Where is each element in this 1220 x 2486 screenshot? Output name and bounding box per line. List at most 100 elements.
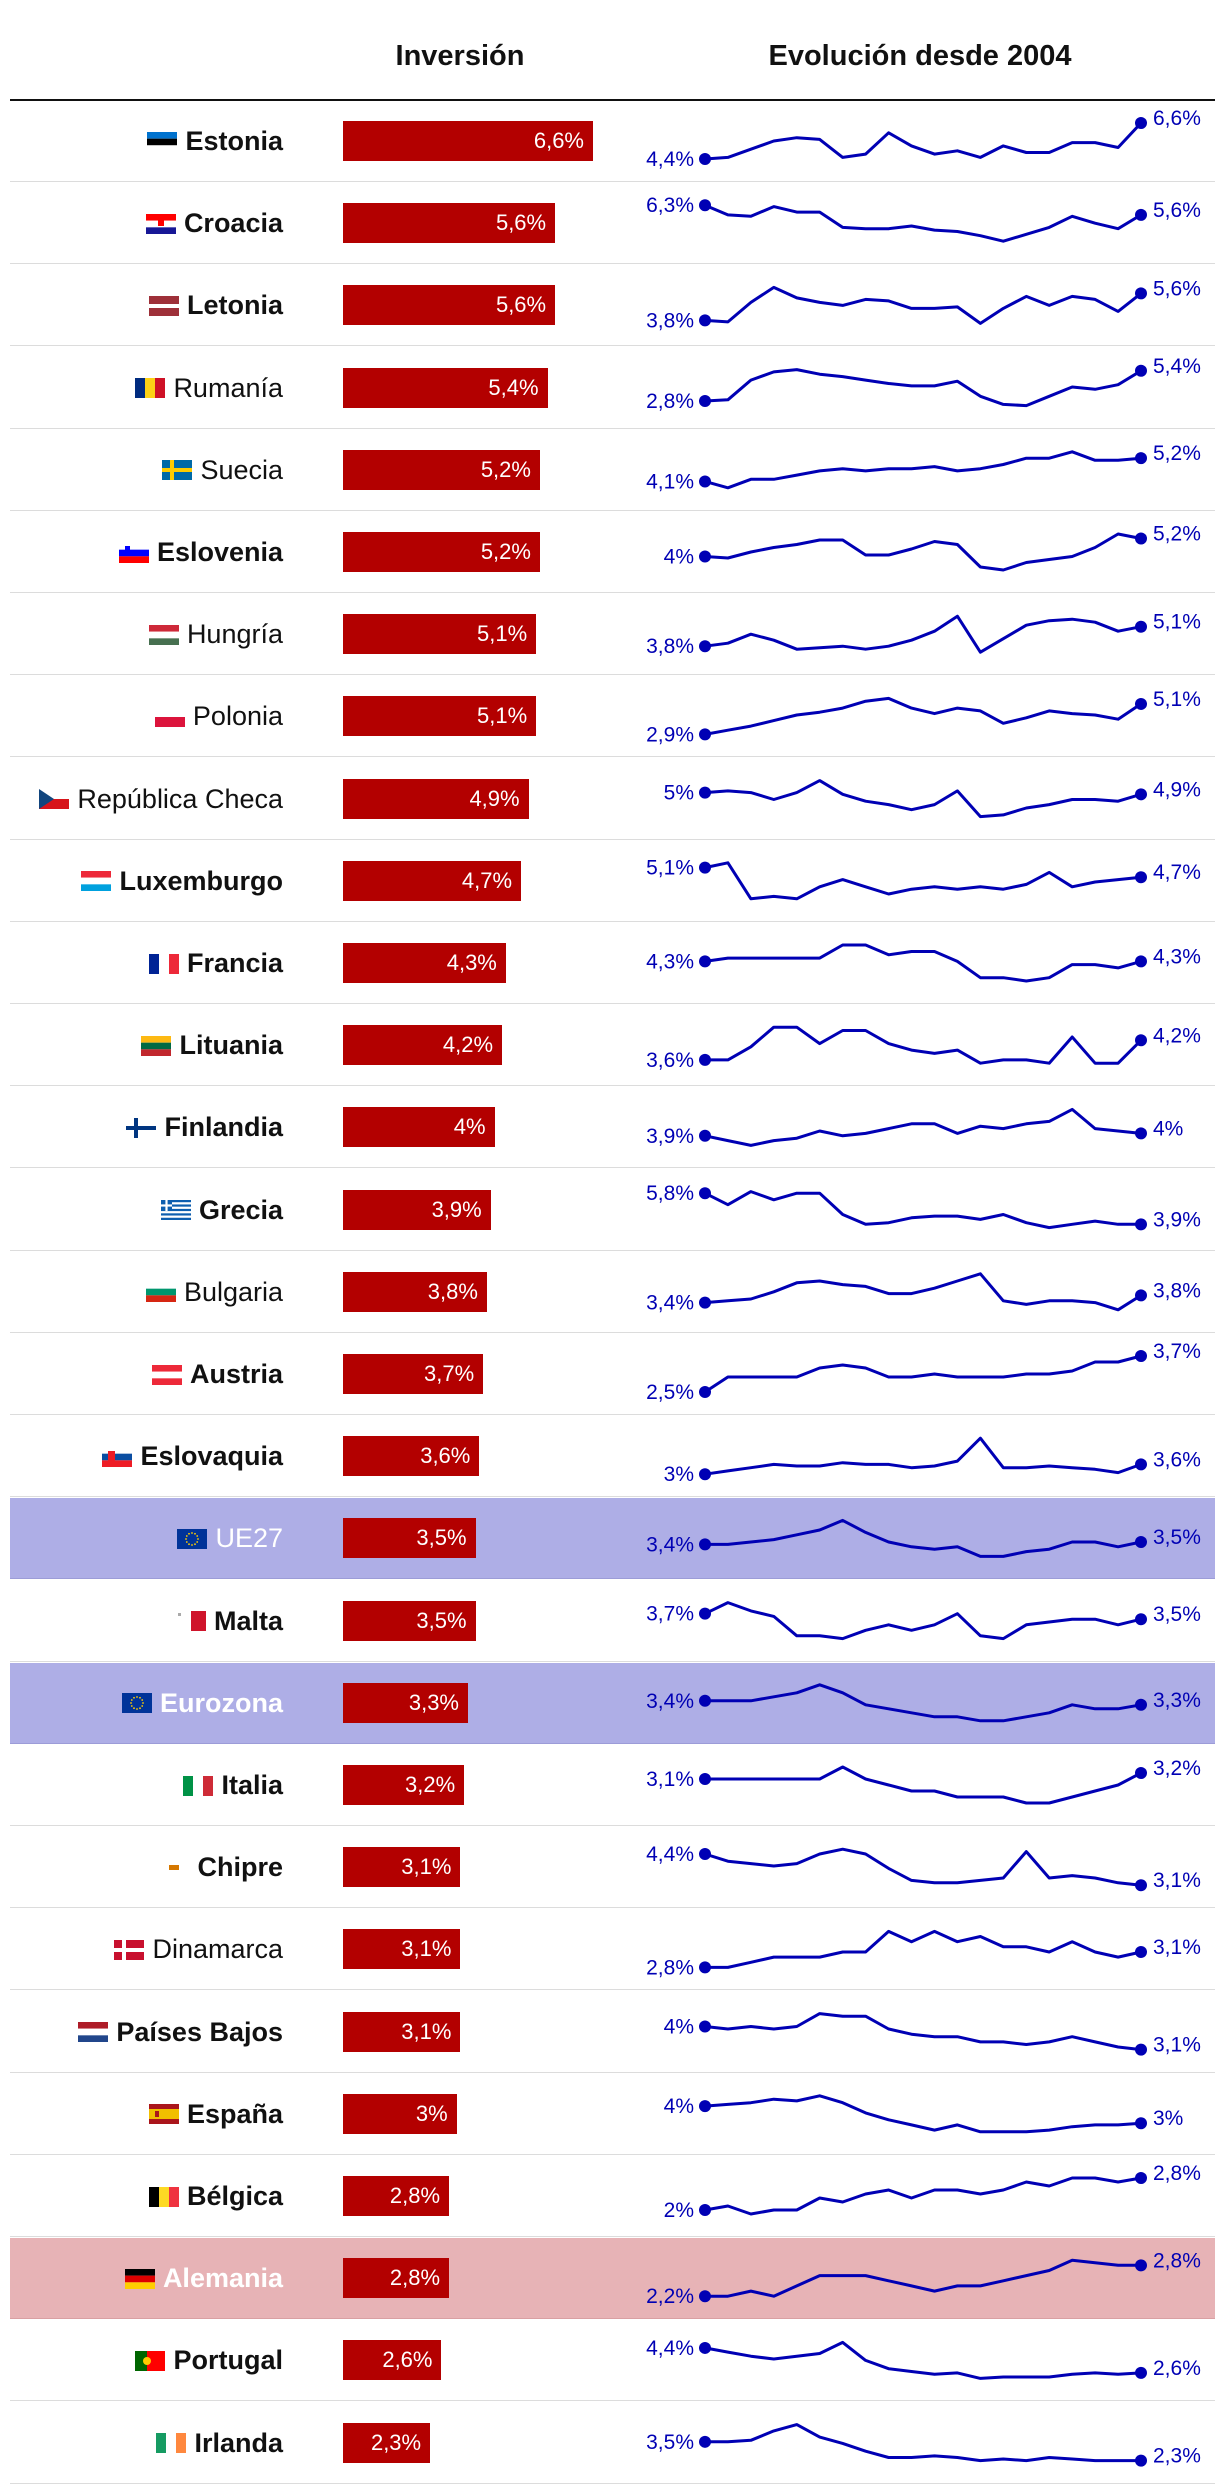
table-row: Eurozona 3,3% — [10, 1662, 1215, 1744]
country-name: Hungría — [186, 619, 283, 650]
country-cell: Luxemburgo — [81, 841, 283, 922]
bar-value-label: 5,1% — [477, 703, 528, 729]
spark-start-label: 4,4% — [646, 1843, 694, 1866]
flag-bg-icon — [145, 1282, 176, 1303]
table-row: Eslovenia 5,2% — [10, 512, 1215, 593]
country-name: Estonia — [185, 126, 283, 156]
investment-bar: 2,6% — [343, 2340, 442, 2381]
flag-pt-icon — [135, 2350, 166, 2371]
spark-end-dot — [1135, 788, 1147, 801]
country-name: Países Bajos — [116, 2016, 283, 2047]
table-row: Eslovaquia 3,6% — [10, 1416, 1215, 1498]
investment-bar: 4,9% — [343, 778, 529, 819]
spark-end-label: 3,1% — [1153, 2034, 1201, 2057]
table-row: Malta 3,5% — [10, 1581, 1215, 1662]
investment-bar: 2,8% — [343, 2176, 450, 2216]
flag-lv-icon — [148, 295, 179, 316]
spark-end-label: 2,8% — [1153, 2249, 1201, 2272]
spark-end-dot — [1135, 208, 1147, 221]
country-name: Letonia — [186, 290, 283, 321]
country-cell: Letonia — [148, 265, 283, 346]
investment-bar: 3,1% — [343, 1847, 461, 1888]
spark-start-label: 4% — [664, 2015, 694, 2038]
investment-bar: 3,9% — [343, 1189, 491, 1230]
investment-bar: 3,1% — [343, 1929, 461, 1970]
flag-be-icon — [148, 2186, 179, 2207]
spark-start-label: 4% — [664, 546, 694, 569]
investment-bar: 3,6% — [343, 1436, 480, 1477]
country-cell: Bulgaria — [145, 1252, 283, 1333]
spark-end-label: 5,2% — [1153, 523, 1201, 546]
spark-start-label: 4,4% — [646, 2337, 694, 2360]
country-cell: Países Bajos — [78, 1992, 283, 2073]
country-name: Italia — [221, 1770, 283, 1800]
country-cell: Chipre — [159, 1827, 283, 1908]
sparkline — [704, 861, 1142, 901]
sparkline — [704, 1354, 1142, 1394]
investment-bar: 5,4% — [343, 367, 548, 408]
spark-start-dot — [699, 1468, 711, 1481]
flag-es-icon — [148, 2104, 179, 2125]
spark-end-dot — [1135, 1458, 1147, 1471]
bar-value-label: 3,9% — [431, 1196, 482, 1222]
bar-value-label: 3,8% — [427, 1278, 478, 1304]
spark-start-dot — [699, 2341, 711, 2354]
spark-end-label: 5,1% — [1153, 688, 1201, 711]
spark-start-dot — [699, 1129, 711, 1142]
sparkline — [704, 696, 1142, 736]
sparkline — [704, 1272, 1142, 1312]
spark-end-dot — [1135, 1879, 1147, 1892]
sparkline — [705, 2423, 1141, 2463]
table-row: Finlandia 4% — [10, 1087, 1215, 1169]
header-investment: Inversión — [395, 40, 525, 72]
spark-start-dot — [699, 1607, 711, 1620]
spark-end-dot — [1135, 1536, 1147, 1548]
spark-end-label: 5,6% — [1153, 277, 1201, 300]
bar-value-label: 5,2% — [480, 456, 531, 482]
spark-end-label: 5,4% — [1153, 355, 1201, 378]
spark-end-dot — [1135, 364, 1147, 377]
country-cell: Eslovenia — [118, 512, 283, 593]
bar-value-label: 3,5% — [416, 1607, 467, 1633]
bar-value-label: 3,5% — [416, 1525, 467, 1551]
country-name: Austria — [189, 1359, 283, 1389]
country-cell: Croacia — [145, 183, 283, 264]
spark-end-label: 4,9% — [1153, 778, 1201, 801]
spark-start-dot — [699, 394, 711, 407]
spark-end-label: 3% — [1153, 2107, 1183, 2130]
table-row: Hungría 5,1% — [10, 594, 1215, 676]
sparkline — [704, 450, 1142, 490]
bar-value-label: 3,7% — [423, 1361, 475, 1386]
sparkline — [705, 1683, 1142, 1723]
country-name: Lituania — [179, 1030, 283, 1061]
spark-end-dot — [1135, 532, 1147, 545]
country-cell: Hungría — [148, 594, 283, 675]
spark-start-dot — [699, 1538, 711, 1551]
country-cell: España — [148, 2074, 283, 2155]
table-row: Dinamarca 3,1% — [10, 1909, 1215, 1991]
sparkline — [704, 1847, 1142, 1887]
table-row: Austria 3,7% — [10, 1334, 1215, 1415]
sparkline — [704, 1436, 1142, 1476]
bar-value-label: 3,3% — [408, 1689, 459, 1715]
spark-end-dot — [1135, 955, 1147, 968]
spark-end-dot — [1135, 452, 1147, 465]
flag-fr-icon — [148, 953, 179, 974]
flag-ro-icon — [135, 378, 166, 399]
investment-bar: 3,3% — [343, 1682, 468, 1723]
spark-end-dot — [1135, 1289, 1147, 1302]
table-row: Irlanda 2,3% — [10, 2403, 1215, 2484]
country-cell: Lituania — [141, 1005, 283, 1086]
flag-lt-icon — [141, 1035, 172, 1056]
table-row: Países Bajos 3,1% — [10, 1992, 1215, 2073]
spark-start-dot — [699, 475, 711, 488]
spark-end-label: 3,7% — [1153, 1340, 1201, 1363]
country-cell: Estonia — [147, 101, 283, 182]
spark-start-label: 2,5% — [646, 1381, 694, 1404]
spark-start-label: 5,8% — [646, 1182, 694, 1205]
spark-end-dot — [1135, 1350, 1147, 1362]
table-row: España 3% — [10, 2074, 1215, 2155]
investment-bar: 6,6% — [343, 121, 593, 161]
country-cell: Eslovaquia — [102, 1416, 283, 1497]
spark-start-dot — [699, 1694, 711, 1707]
